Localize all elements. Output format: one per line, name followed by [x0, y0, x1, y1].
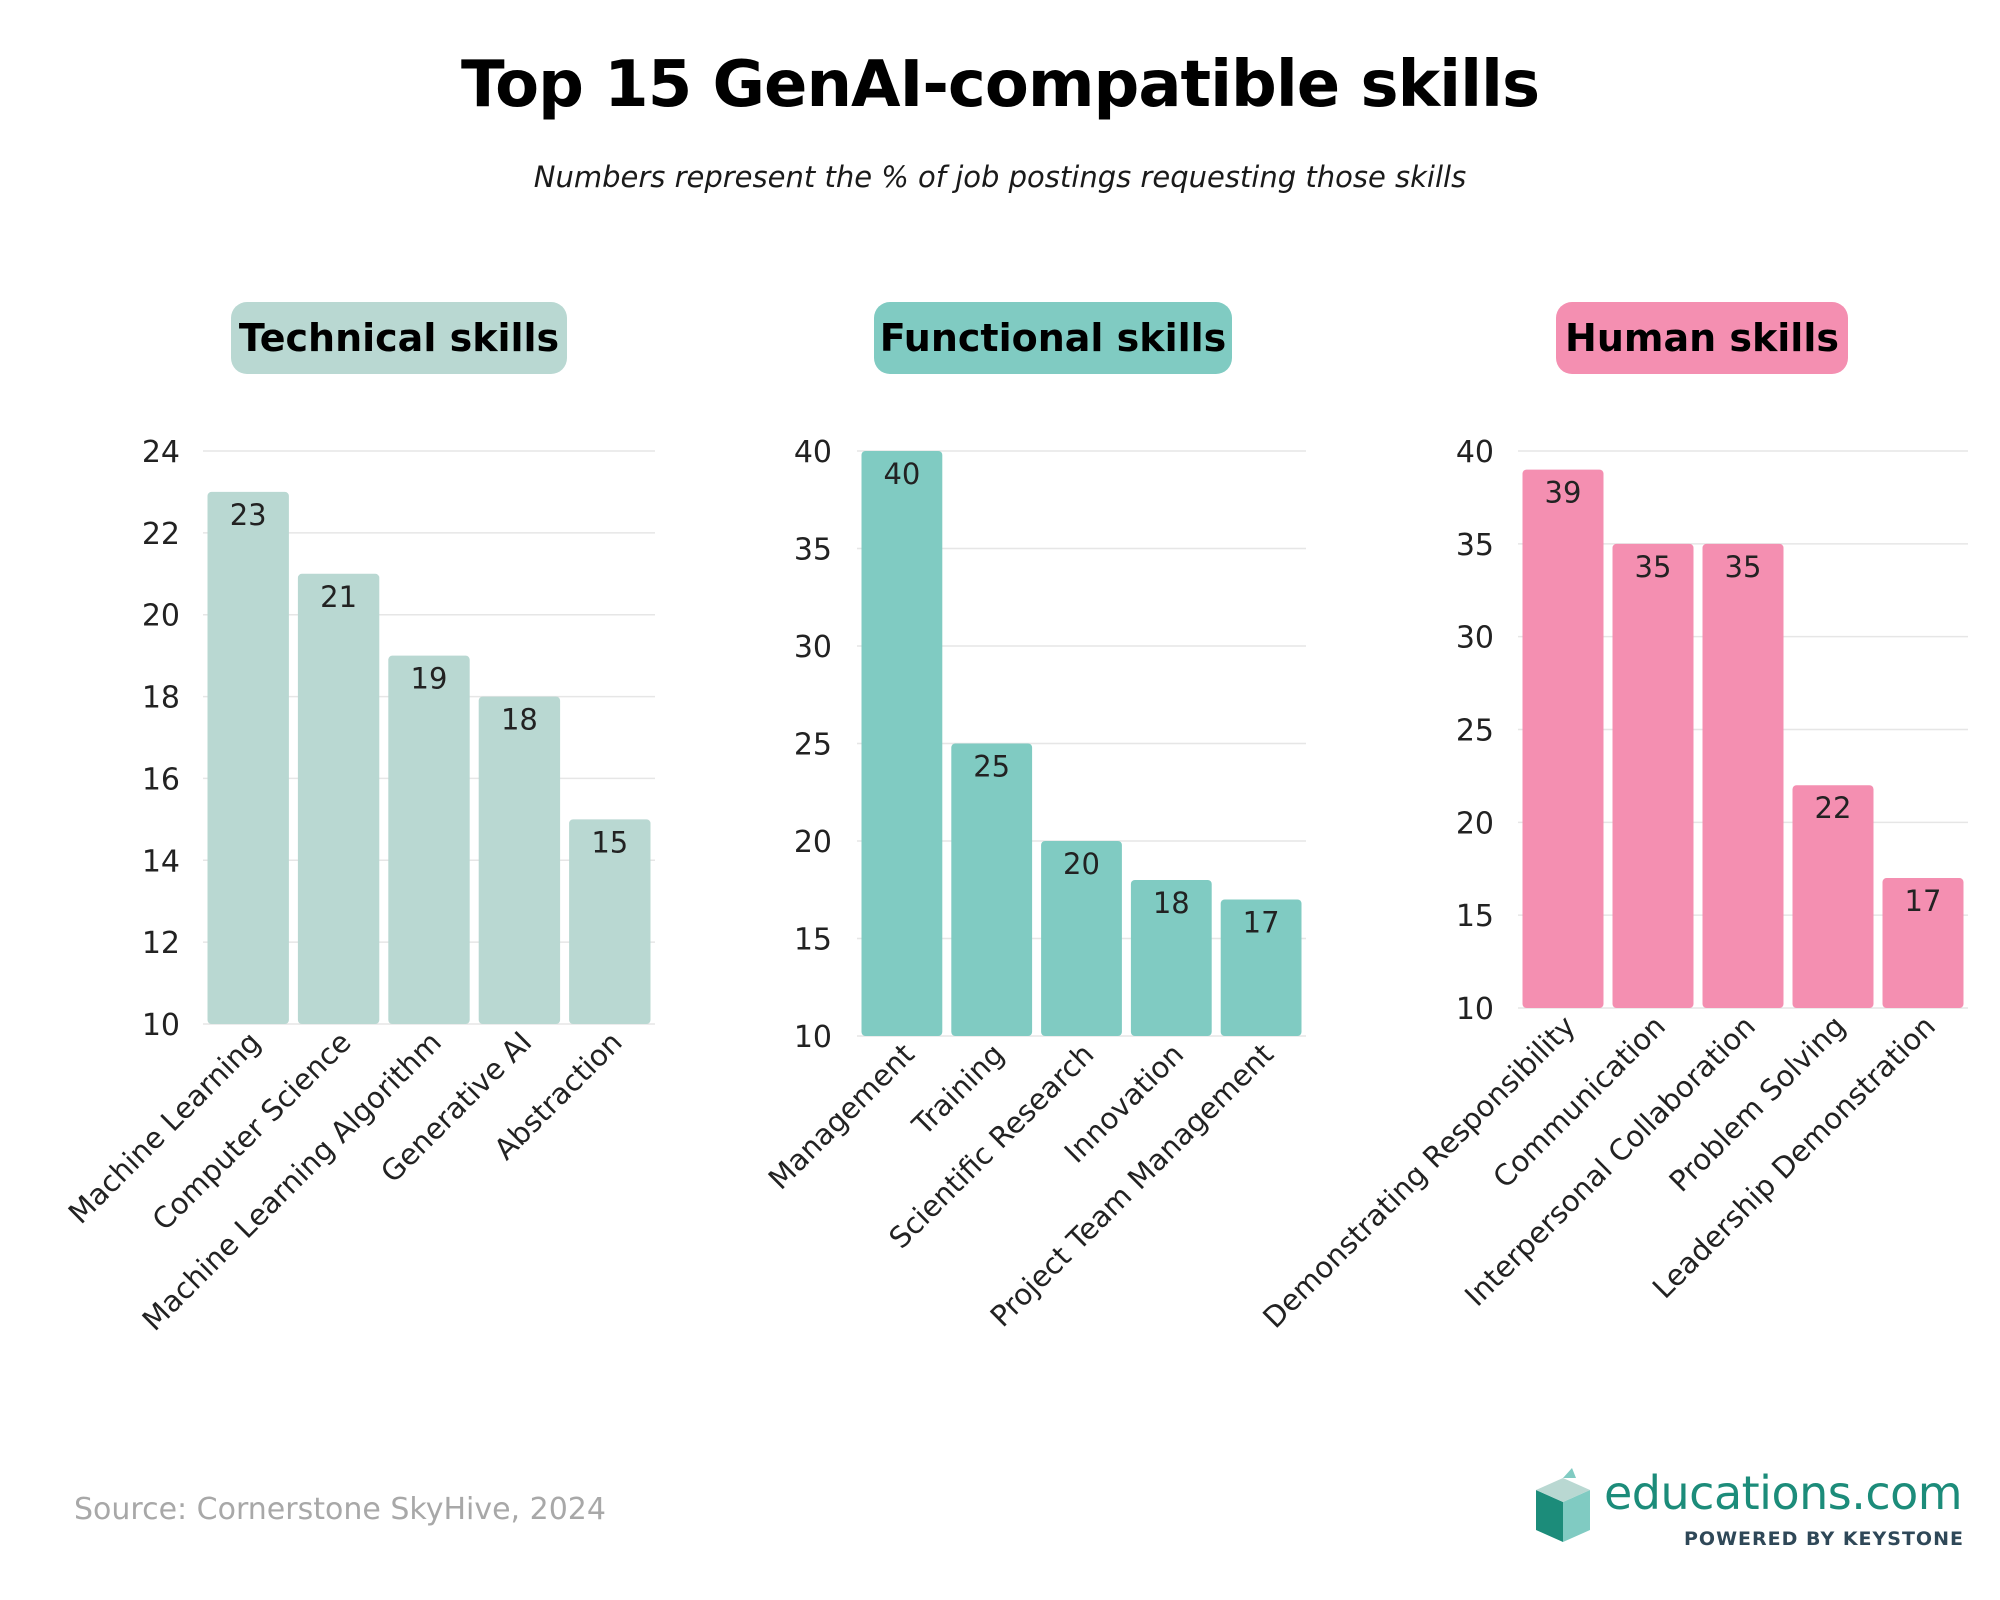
y-tick-label: 35 — [794, 533, 832, 568]
data-label: 20 — [1063, 847, 1100, 881]
brand-tagline: POWERED BY KEYSTONE — [1684, 1528, 1964, 1550]
bar[interactable] — [951, 743, 1033, 1037]
data-label: 22 — [1815, 791, 1852, 825]
y-tick-label: 25 — [1456, 714, 1494, 749]
y-tick-label: 12 — [142, 926, 180, 961]
y-tick-label: 20 — [1456, 806, 1494, 841]
brand-name: educations.com — [1604, 1466, 1963, 1520]
y-tick-label: 30 — [1456, 621, 1494, 656]
y-tick-label: 14 — [142, 844, 180, 879]
x-tick-label: Management — [762, 1037, 921, 1196]
data-label: 35 — [1725, 550, 1762, 584]
y-tick-label: 18 — [142, 681, 180, 716]
data-label: 18 — [1153, 886, 1190, 920]
y-tick-label: 15 — [1456, 899, 1494, 934]
chart-title-badge — [231, 302, 567, 374]
bar[interactable] — [1041, 841, 1122, 1036]
bar[interactable] — [478, 696, 561, 1024]
data-label: 21 — [320, 580, 357, 614]
chart-title: Human skills — [1565, 316, 1839, 360]
brand-logo[interactable]: educations.com POWERED BY KEYSTONE — [1534, 1466, 1974, 1558]
chart-title: Technical skills — [239, 316, 559, 360]
data-label: 39 — [1545, 476, 1582, 510]
y-tick-label: 20 — [142, 599, 180, 634]
data-label: 17 — [1905, 884, 1942, 918]
bar[interactable] — [1702, 543, 1784, 1008]
page-subtitle: Numbers represent the % of job postings … — [533, 160, 1467, 194]
bar[interactable] — [861, 451, 943, 1036]
y-tick-label: 30 — [794, 630, 832, 665]
chart-1: Functional skills 10 15 20 25 30 35 40 40 Managem… — [762, 302, 1306, 1333]
bar[interactable] — [207, 491, 289, 1024]
chart-0: Technical skills101214161820222423Machin… — [62, 302, 655, 1337]
data-label: 23 — [230, 498, 267, 532]
open-book-icon — [1536, 1468, 1590, 1542]
bar[interactable] — [1792, 785, 1874, 1008]
bar[interactable] — [1882, 878, 1964, 1008]
bar[interactable] — [388, 655, 470, 1024]
bar[interactable] — [1220, 899, 1302, 1037]
bar[interactable] — [1522, 469, 1604, 1009]
y-tick-label: 20 — [794, 825, 832, 860]
y-tick-label: 40 — [1456, 435, 1494, 470]
chart-2: Human skills1015202530354039Demonstratin… — [1256, 302, 1968, 1335]
y-tick-label: 10 — [142, 1008, 180, 1043]
charts-area: Technical skills101214161820222423Machin… — [62, 302, 1968, 1337]
y-tick-label: 15 — [794, 923, 832, 958]
y-tick-label: 24 — [142, 435, 180, 470]
source-note: Source: Cornerstone SkyHive, 2024 — [74, 1492, 606, 1527]
bar[interactable] — [297, 573, 380, 1024]
y-tick-label: 40 — [794, 435, 832, 470]
page-title: Top 15 GenAI-compatible skills — [460, 48, 1540, 122]
data-label: 15 — [591, 825, 628, 859]
data-label: 17 — [1243, 906, 1280, 940]
y-tick-label: 22 — [142, 517, 180, 552]
y-tick-label: 25 — [794, 728, 832, 763]
data-label: 40 — [883, 457, 920, 491]
y-tick-label: 10 — [794, 1020, 832, 1055]
bar[interactable] — [1130, 880, 1212, 1036]
chart-title-badge — [874, 302, 1232, 374]
chart-title: Functional skills — [880, 316, 1227, 360]
y-tick-label: 16 — [142, 762, 180, 797]
y-tick-label: 35 — [1456, 528, 1494, 563]
data-label: 35 — [1635, 550, 1672, 584]
data-label: 18 — [501, 703, 538, 737]
data-label: 19 — [411, 662, 448, 696]
bar[interactable] — [569, 819, 651, 1024]
chart-title-badge — [1556, 302, 1848, 374]
bar[interactable] — [1612, 543, 1694, 1008]
y-tick-label: 10 — [1456, 992, 1494, 1027]
data-label: 25 — [973, 750, 1010, 784]
